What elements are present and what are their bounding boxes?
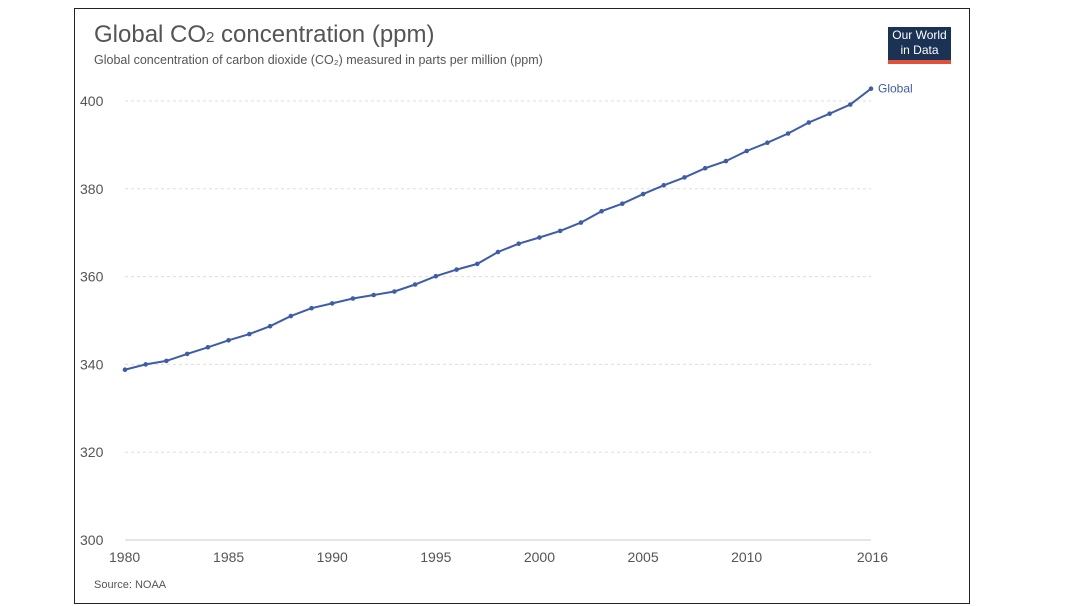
- data-point-2008: [702, 165, 708, 171]
- series-label-global: Global: [878, 82, 913, 96]
- data-point-1999: [516, 241, 521, 246]
- data-point-1996: [454, 267, 459, 272]
- chart-frame: [74, 8, 970, 604]
- data-point-1988: [288, 313, 294, 319]
- data-point-1990: [329, 301, 335, 306]
- title-subscript: 2: [206, 29, 215, 46]
- data-point-1991: [350, 296, 356, 301]
- data-point-2004: [620, 201, 625, 206]
- chart-title: Global CO2 concentration (ppm): [94, 21, 435, 48]
- y-tick-label-300: 300: [80, 532, 104, 548]
- data-point-2006: [661, 183, 667, 188]
- chart-subtitle: Global concentration of carbon dioxide (…: [94, 53, 543, 67]
- x-tick-label-2005: 2005: [627, 549, 658, 565]
- data-point-2014: [827, 111, 832, 116]
- data-point-2001: [557, 228, 563, 234]
- data-point-1995: [433, 273, 439, 279]
- data-point-2005: [640, 191, 646, 197]
- data-point-1994: [412, 282, 418, 287]
- logo-line-1: Our World: [892, 28, 947, 42]
- our-world-in-data-logo[interactable]: Our World in Data: [888, 27, 951, 64]
- data-point-1984: [205, 345, 211, 350]
- data-point-2003: [599, 208, 604, 214]
- x-tick-label-1980: 1980: [109, 549, 140, 565]
- x-tick-label-2016: 2016: [857, 549, 888, 565]
- data-point-1980: [122, 367, 128, 373]
- x-tick-label-1985: 1985: [213, 549, 244, 565]
- y-tick-label-340: 340: [80, 356, 104, 372]
- y-tick-label-360: 360: [80, 269, 104, 285]
- data-point-2016: [868, 86, 874, 91]
- series-line-global: [124, 87, 872, 371]
- data-point-1997: [475, 261, 480, 267]
- data-point-2012: [785, 131, 791, 136]
- data-point-2007: [682, 175, 687, 180]
- x-tick-label-1995: 1995: [420, 549, 451, 565]
- data-point-1989: [309, 305, 314, 311]
- x-tick-label-1990: 1990: [317, 549, 348, 565]
- logo-line-2: in Data: [900, 43, 939, 57]
- data-point-2002: [578, 220, 584, 225]
- data-point-1986: [247, 331, 252, 337]
- data-point-2015: [848, 102, 853, 107]
- source-note: Source: NOAA: [94, 579, 167, 591]
- data-point-2011: [765, 140, 770, 145]
- data-point-2010: [744, 148, 749, 154]
- data-point-2013: [806, 120, 812, 125]
- x-tick-label-2010: 2010: [731, 549, 762, 565]
- data-point-1987: [267, 323, 273, 329]
- data-point-2000: [537, 235, 542, 240]
- data-point-1982: [164, 358, 169, 364]
- data-point-2009: [723, 158, 729, 164]
- data-point-1998: [495, 249, 501, 255]
- x-tick-label-2000: 2000: [524, 549, 555, 565]
- data-point-1981: [143, 362, 148, 367]
- y-tick-label-400: 400: [80, 93, 104, 109]
- data-point-1992: [371, 292, 377, 298]
- data-point-1983: [184, 351, 190, 357]
- y-tick-label-380: 380: [80, 181, 104, 197]
- y-tick-label-320: 320: [80, 444, 104, 460]
- data-point-1993: [392, 289, 397, 294]
- data-point-1985: [226, 338, 231, 343]
